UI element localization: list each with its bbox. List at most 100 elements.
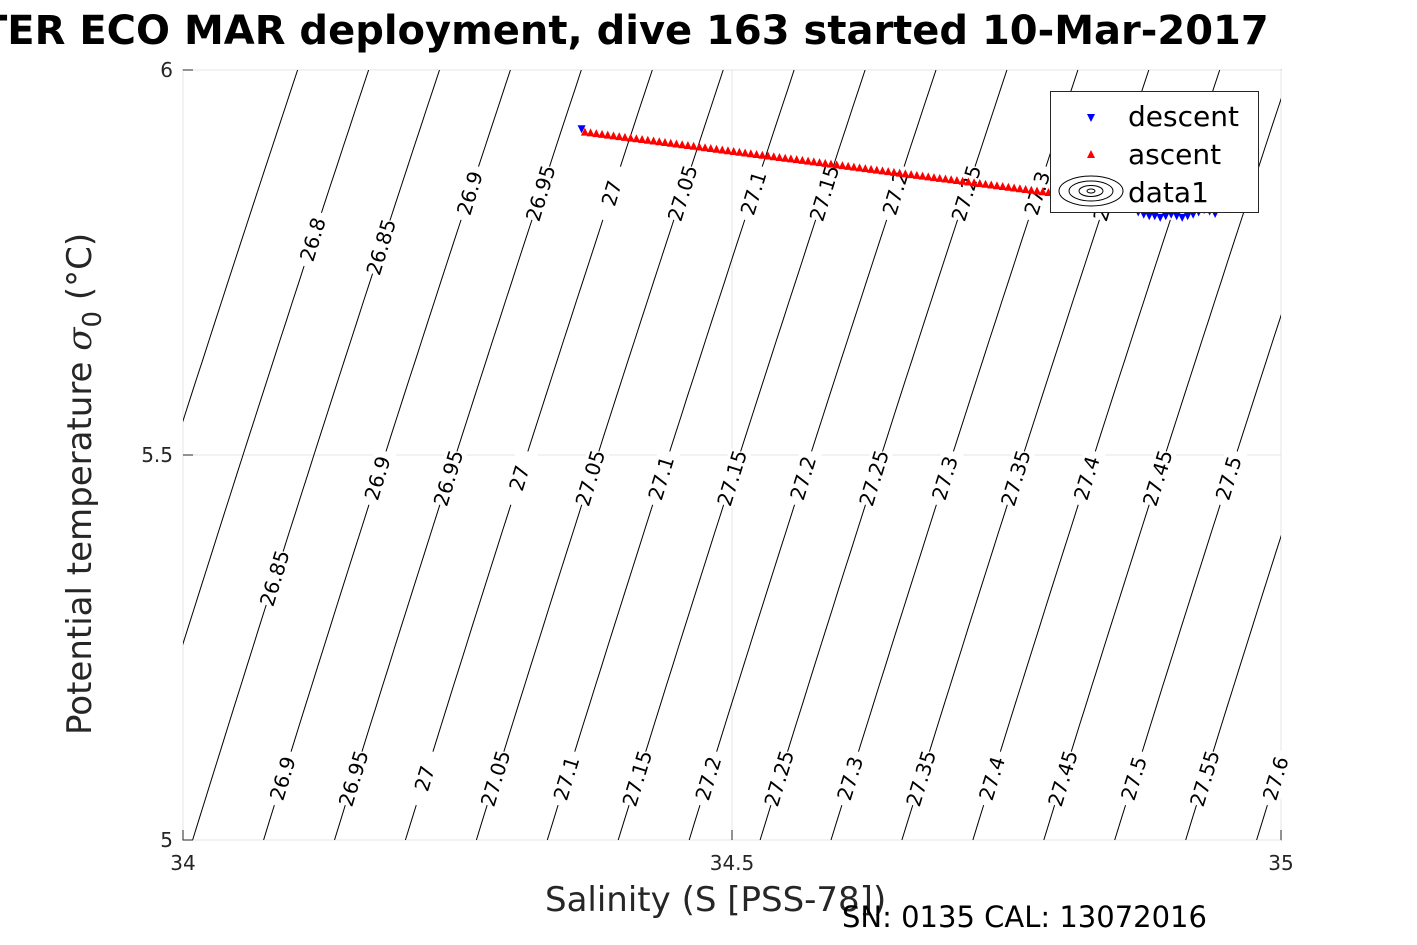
serial-calibration-label: SN: 0135 CAL: 13072016 (842, 900, 1207, 934)
legend-label-data1: data1 (1128, 176, 1209, 209)
ascent-point-25 (723, 146, 732, 155)
isopycnal-label-bg-6 (734, 163, 773, 224)
y-axis-label: Potential temperature σ0 (°C) (60, 232, 108, 735)
isopycnal-line-2 (192, 70, 440, 840)
ascent-point-63 (941, 174, 950, 183)
ascent-point-73 (998, 182, 1007, 191)
legend-marker-contour-icon (1058, 175, 1124, 207)
ascent-point-59 (918, 171, 927, 180)
ascent-point-24 (718, 145, 727, 154)
isopycnal-label-bg-25 (1138, 448, 1177, 509)
isopycnal-label-bg-3 (521, 163, 560, 224)
ascent-point-58 (912, 170, 921, 179)
ascent-point-9 (632, 134, 641, 143)
ascent-point-13 (655, 137, 664, 146)
isopycnal-label-bg-24 (1068, 448, 1106, 509)
ascent-point-67 (964, 177, 973, 186)
ascent-point-35 (781, 153, 790, 162)
legend-item-descent: descent (1051, 96, 1260, 134)
ascent-point-6 (615, 132, 624, 141)
ascent-point-70 (981, 179, 990, 188)
isopycnal-label-bg-2 (451, 163, 489, 224)
ascent-point-40 (809, 157, 818, 166)
y-tick-label-1: 5.5 (141, 443, 173, 467)
ascent-point-10 (638, 135, 647, 144)
isopycnal-label-bg-7 (805, 163, 844, 224)
legend-item-data1: data1 (1051, 172, 1260, 210)
legend-marker-ascent (1087, 150, 1095, 158)
ascent-point-78 (1027, 185, 1036, 194)
isopycnal-label-bg-35 (689, 748, 728, 809)
sigma-subscript: 0 (78, 310, 108, 328)
isopycnal-label-bg-17 (571, 448, 610, 509)
axes: 34 34.5 35 5 5.5 6 (141, 58, 1294, 875)
ascent-point-47 (849, 162, 858, 171)
ascent-point-36 (786, 154, 795, 163)
ascent-point-27 (735, 147, 744, 156)
x-tick-label-0: 34 (170, 851, 195, 875)
ascent-point-76 (1015, 184, 1024, 193)
isopycnal-label-bg-42 (1186, 748, 1224, 809)
isopycnal-line-18 (1328, 70, 1417, 840)
descent-point-6 (1161, 212, 1170, 221)
ascent-point-3 (598, 129, 607, 138)
ascent-point-62 (935, 173, 944, 182)
ascent-point-66 (958, 176, 967, 185)
isopycnal-line-16 (1185, 534, 1281, 840)
ascent-point-19 (689, 141, 698, 150)
ascent-point-64 (947, 175, 956, 184)
ascent-point-28 (741, 148, 750, 157)
isopycnal-label-bg-22 (926, 448, 964, 509)
ascent-point-54 (889, 167, 898, 176)
ascent-point-16 (672, 139, 681, 148)
descent-point-9 (1178, 213, 1187, 222)
isopycnal-label-bg-39 (973, 748, 1011, 809)
ascent-point-57 (907, 170, 916, 179)
isopycnal-label-bg-21 (855, 448, 893, 509)
isopycnal-label-bg-4 (592, 163, 631, 224)
isopycnal-label-bg-14 (358, 448, 397, 509)
legend-marker-descent (1087, 114, 1095, 122)
isopycnal-label-bg-37 (831, 748, 869, 809)
ascent-point-7 (620, 132, 629, 141)
x-axis-label: Salinity (S [PSS-78]) (545, 880, 887, 920)
ascent-point-51 (872, 165, 881, 174)
isopycnal-label-bg-31 (405, 748, 444, 809)
ascent-point-52 (878, 166, 887, 175)
isopycnal-label-bg-9 (947, 163, 986, 224)
ascent-point-45 (838, 161, 847, 170)
ascent-point-48 (855, 163, 864, 172)
ascent-point-21 (701, 143, 710, 152)
isopycnal-label-bg-33 (547, 748, 586, 809)
y-axis-label-unit: (°C) (60, 232, 100, 311)
isopycnal-label-bg-38 (902, 748, 940, 809)
isopycnal-line-0 (183, 70, 299, 423)
ascent-point-77 (1021, 184, 1030, 193)
isopycnal-line-1 (183, 70, 370, 646)
ascent-point-41 (815, 158, 824, 167)
ascent-point-56 (901, 169, 910, 178)
ascent-point-71 (987, 180, 996, 189)
isopycnal-label-bg-29 (263, 748, 302, 809)
isopycnal-label-bg-36 (760, 748, 798, 809)
isopycnal-label-bg-16 (500, 448, 539, 509)
legend: descent ascent data1 (1050, 91, 1259, 213)
isopycnal-label-bg-30 (334, 748, 373, 809)
isopycnal-label-bg-23 (997, 448, 1035, 509)
ascent-point-46 (844, 161, 853, 170)
x-tick-label-2: 35 (1268, 851, 1293, 875)
ascent-point-43 (826, 159, 835, 168)
isopycnal-label-bg-26 (1209, 448, 1248, 509)
y-tick-label-0: 5 (160, 828, 173, 852)
ascent-point-22 (706, 143, 715, 152)
ascent-point-32 (764, 151, 773, 160)
ascent-point-75 (1010, 183, 1019, 192)
isopycnal-label-bg-15 (429, 448, 468, 509)
descent-point-3 (1145, 212, 1154, 221)
legend-item-ascent: ascent (1051, 134, 1260, 172)
ascent-point-55 (895, 168, 904, 177)
ascent-point-0 (580, 127, 589, 136)
y-axis-label-main: Potential temperature (60, 350, 100, 735)
sigma-symbol: σ (60, 327, 100, 351)
isopycnal-label-bg-40 (1044, 748, 1082, 809)
